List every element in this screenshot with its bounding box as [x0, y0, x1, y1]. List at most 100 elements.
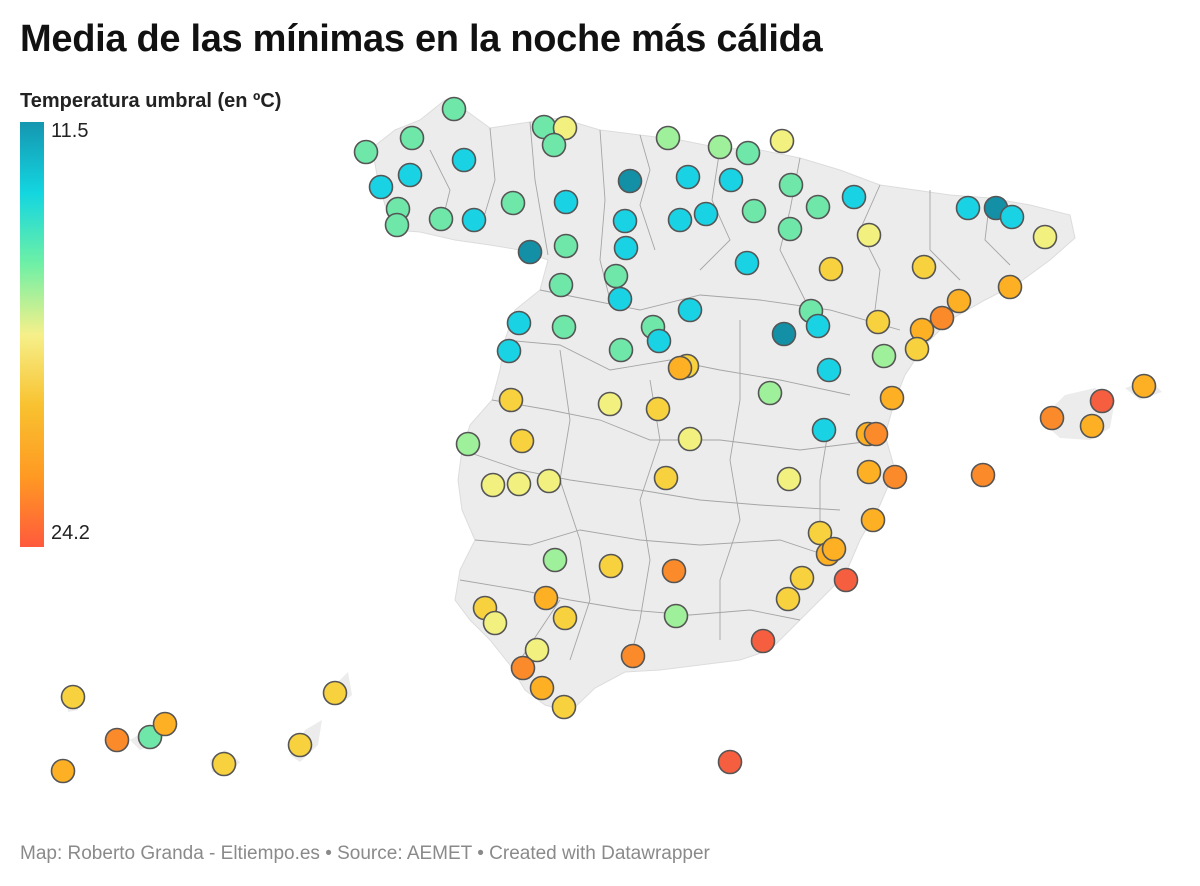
station-marker[interactable] — [598, 553, 624, 579]
station-marker[interactable] — [856, 222, 882, 248]
station-marker[interactable] — [506, 310, 532, 336]
station-marker[interactable] — [997, 274, 1023, 300]
station-marker[interactable] — [461, 207, 487, 233]
station-marker[interactable] — [833, 567, 859, 593]
station-marker[interactable] — [1089, 388, 1115, 414]
station-marker[interactable] — [612, 208, 638, 234]
station-marker[interactable] — [529, 675, 555, 701]
station-marker[interactable] — [789, 565, 815, 591]
station-marker[interactable] — [904, 336, 930, 362]
station-marker[interactable] — [500, 190, 526, 216]
station-marker[interactable] — [818, 256, 844, 282]
station-marker[interactable] — [1079, 413, 1105, 439]
station-marker[interactable] — [645, 396, 671, 422]
station-marker[interactable] — [608, 337, 634, 363]
station-marker[interactable] — [841, 184, 867, 210]
station-marker[interactable] — [428, 206, 454, 232]
station-marker[interactable] — [551, 694, 577, 720]
station-marker[interactable] — [50, 758, 76, 784]
station-marker[interactable] — [955, 195, 981, 221]
station-marker[interactable] — [597, 391, 623, 417]
station-marker[interactable] — [816, 357, 842, 383]
station-marker[interactable] — [613, 235, 639, 261]
station-marker[interactable] — [821, 536, 847, 562]
station-marker[interactable] — [384, 212, 410, 238]
station-marker[interactable] — [533, 585, 559, 611]
station-marker[interactable] — [509, 428, 535, 454]
station-marker[interactable] — [517, 239, 543, 265]
station-marker[interactable] — [717, 749, 743, 775]
station-marker[interactable] — [617, 168, 643, 194]
station-marker[interactable] — [498, 387, 524, 413]
station-marker[interactable] — [211, 751, 237, 777]
station-marker[interactable] — [718, 167, 744, 193]
station-marker[interactable] — [865, 309, 891, 335]
station-marker[interactable] — [553, 233, 579, 259]
station-marker[interactable] — [693, 201, 719, 227]
station-marker[interactable] — [807, 520, 833, 546]
station-marker[interactable] — [603, 263, 629, 289]
station-marker[interactable] — [741, 198, 767, 224]
station-marker[interactable] — [548, 272, 574, 298]
station-marker[interactable] — [620, 643, 646, 669]
station-marker[interactable] — [542, 547, 568, 573]
station-marker[interactable] — [667, 355, 693, 381]
station-marker[interactable] — [397, 162, 423, 188]
station-marker[interactable] — [856, 459, 882, 485]
station-marker[interactable] — [152, 711, 178, 737]
station-marker[interactable] — [879, 385, 905, 411]
station-marker[interactable] — [496, 338, 522, 364]
station-marker[interactable] — [811, 417, 837, 443]
station-marker[interactable] — [776, 466, 802, 492]
station-marker[interactable] — [1131, 373, 1157, 399]
station-marker[interactable] — [552, 605, 578, 631]
station-marker[interactable] — [399, 125, 425, 151]
station-marker[interactable] — [661, 558, 687, 584]
station-marker[interactable] — [60, 684, 86, 710]
station-marker[interactable] — [929, 305, 955, 331]
station-marker[interactable] — [769, 128, 795, 154]
station-marker[interactable] — [655, 125, 681, 151]
station-marker[interactable] — [675, 164, 701, 190]
station-marker[interactable] — [882, 464, 908, 490]
station-marker[interactable] — [536, 468, 562, 494]
station-marker[interactable] — [104, 727, 130, 753]
station-marker[interactable] — [775, 586, 801, 612]
station-marker[interactable] — [805, 194, 831, 220]
station-marker[interactable] — [860, 507, 886, 533]
station-marker[interactable] — [1039, 405, 1065, 431]
station-marker[interactable] — [553, 189, 579, 215]
station-marker[interactable] — [871, 343, 897, 369]
station-marker[interactable] — [735, 140, 761, 166]
station-marker[interactable] — [482, 610, 508, 636]
station-marker[interactable] — [750, 628, 776, 654]
station-marker[interactable] — [510, 655, 536, 681]
station-marker[interactable] — [863, 421, 889, 447]
station-marker[interactable] — [353, 139, 379, 165]
station-marker[interactable] — [667, 207, 693, 233]
station-marker[interactable] — [646, 328, 672, 354]
station-marker[interactable] — [322, 680, 348, 706]
station-marker[interactable] — [778, 172, 804, 198]
station-marker[interactable] — [946, 288, 972, 314]
station-marker[interactable] — [805, 313, 831, 339]
station-marker[interactable] — [757, 380, 783, 406]
station-marker[interactable] — [287, 732, 313, 758]
station-marker[interactable] — [970, 462, 996, 488]
station-marker[interactable] — [707, 134, 733, 160]
station-marker[interactable] — [451, 147, 477, 173]
station-marker[interactable] — [677, 426, 703, 452]
station-marker[interactable] — [506, 471, 532, 497]
station-marker[interactable] — [663, 603, 689, 629]
station-marker[interactable] — [777, 216, 803, 242]
station-marker[interactable] — [607, 286, 633, 312]
station-marker[interactable] — [480, 472, 506, 498]
station-marker[interactable] — [541, 132, 567, 158]
station-marker[interactable] — [441, 96, 467, 122]
station-marker[interactable] — [368, 174, 394, 200]
station-marker[interactable] — [524, 637, 550, 663]
station-marker[interactable] — [1032, 224, 1058, 250]
station-marker[interactable] — [653, 465, 679, 491]
station-marker[interactable] — [677, 297, 703, 323]
station-marker[interactable] — [911, 254, 937, 280]
